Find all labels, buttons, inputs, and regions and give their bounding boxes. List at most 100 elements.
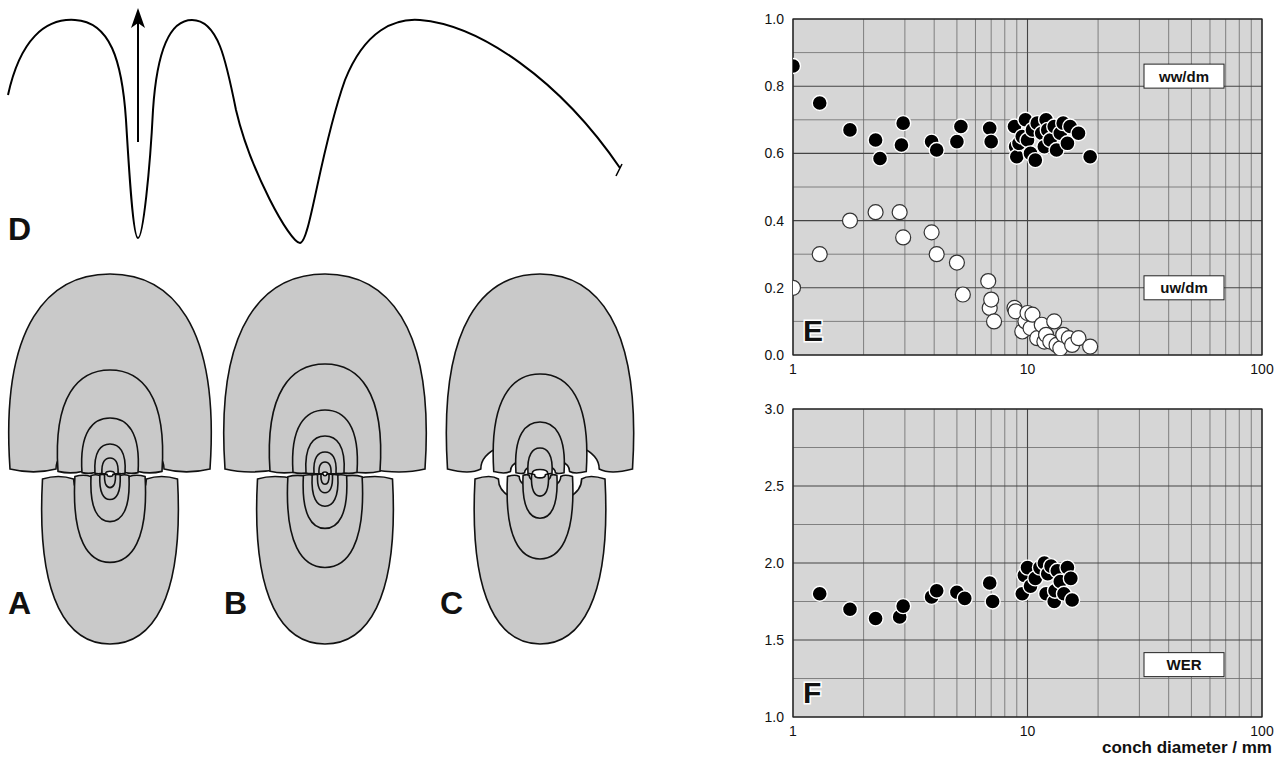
whorl-section [528, 448, 552, 474]
x-tick-label: 10 [1020, 361, 1036, 377]
point [987, 314, 1002, 329]
x-tick-label: 10 [1020, 723, 1036, 739]
point [812, 586, 827, 601]
whorl-section [82, 418, 139, 473]
panel-letter: A [8, 585, 31, 621]
chart: 0.00.20.40.60.81.0110100ww/dmuw/dmE [765, 11, 1274, 377]
whorl-section [516, 422, 565, 473]
whorl-section [105, 474, 116, 487]
point [982, 576, 997, 591]
series-label-box [1144, 653, 1224, 677]
y-tick-label: 0.8 [765, 78, 785, 94]
whorl-section [321, 474, 329, 484]
point [896, 599, 911, 614]
point [949, 255, 964, 270]
cross-section [446, 274, 633, 644]
plot-background [793, 409, 1262, 717]
plot-background [793, 19, 1262, 355]
plot-frame [793, 19, 1262, 355]
point [868, 611, 883, 626]
point [1083, 149, 1098, 164]
point [896, 116, 911, 131]
arrow-shaft [137, 22, 139, 142]
whorl-section [319, 462, 331, 474]
whorl-section [507, 475, 573, 559]
y-tick-label: 3.0 [765, 401, 785, 417]
points [793, 59, 1098, 355]
point [892, 205, 907, 220]
point [842, 602, 857, 617]
whorl-section [91, 475, 129, 522]
point [812, 247, 827, 262]
point [793, 59, 801, 74]
whorl-section [100, 474, 121, 499]
panel-letter: C [440, 585, 463, 621]
chart: 1.01.52.02.53.0110100WERFconch diameter … [765, 401, 1274, 757]
point [929, 143, 944, 158]
whorl-section [269, 364, 380, 473]
suture-line [8, 20, 620, 243]
point [949, 134, 964, 149]
y-tick-label: 2.5 [765, 478, 785, 494]
whorl-section [531, 474, 548, 496]
whorl-section [493, 374, 587, 473]
point [929, 583, 944, 598]
whorl-section [57, 370, 162, 473]
series-label: ww/dm [1158, 68, 1209, 85]
break-mark [616, 164, 622, 176]
y-tick-label: 0.0 [765, 347, 785, 363]
whorl-section [312, 474, 338, 506]
plot-frame [793, 409, 1262, 717]
point [868, 132, 883, 147]
panel-letter: B [224, 585, 247, 621]
x-tick-label: 1 [789, 723, 797, 739]
x-axis-title: conch diameter / mm [1102, 738, 1272, 757]
point [842, 213, 857, 228]
cross-section [224, 274, 427, 644]
x-tick-label: 100 [1250, 361, 1274, 377]
point [984, 292, 999, 307]
y-tick-label: 2.0 [765, 555, 785, 571]
whorl-section [314, 452, 336, 474]
grid-line [793, 639, 1262, 640]
point [929, 247, 944, 262]
series-label-box [1144, 276, 1224, 300]
cross-section [9, 274, 212, 644]
whorl-section [95, 444, 125, 474]
grid-line [793, 485, 1262, 486]
point [1009, 149, 1024, 164]
y-tick-label: 0.2 [765, 280, 785, 296]
point [1083, 339, 1098, 354]
whorl-section [317, 474, 332, 492]
x-tick-label: 1 [789, 361, 797, 377]
grid-line [793, 220, 1262, 221]
point [873, 151, 888, 166]
panel-letter: E [803, 314, 823, 347]
whorl-section [303, 475, 347, 529]
point [984, 134, 999, 149]
whorl-section [293, 410, 358, 473]
whorl-section [523, 475, 557, 519]
point [868, 205, 883, 220]
point [924, 225, 939, 240]
series-label-box [1144, 64, 1224, 88]
point [981, 274, 996, 289]
point [1063, 571, 1078, 586]
series-label: uw/dm [1160, 279, 1208, 296]
diagram: D A B C [8, 8, 634, 644]
point [957, 591, 972, 606]
arrow-head [131, 8, 145, 28]
y-tick-label: 0.4 [765, 213, 785, 229]
point [812, 96, 827, 111]
series-label: WER [1167, 656, 1202, 673]
points [812, 556, 1079, 626]
whorl-section [102, 458, 118, 474]
point [896, 230, 911, 245]
y-tick-label: 1.5 [765, 632, 785, 648]
point [982, 121, 997, 136]
point [985, 594, 1000, 609]
panel-letter: D [8, 211, 31, 247]
point [842, 122, 857, 137]
point [793, 280, 801, 295]
panel-letter: F [803, 676, 821, 709]
